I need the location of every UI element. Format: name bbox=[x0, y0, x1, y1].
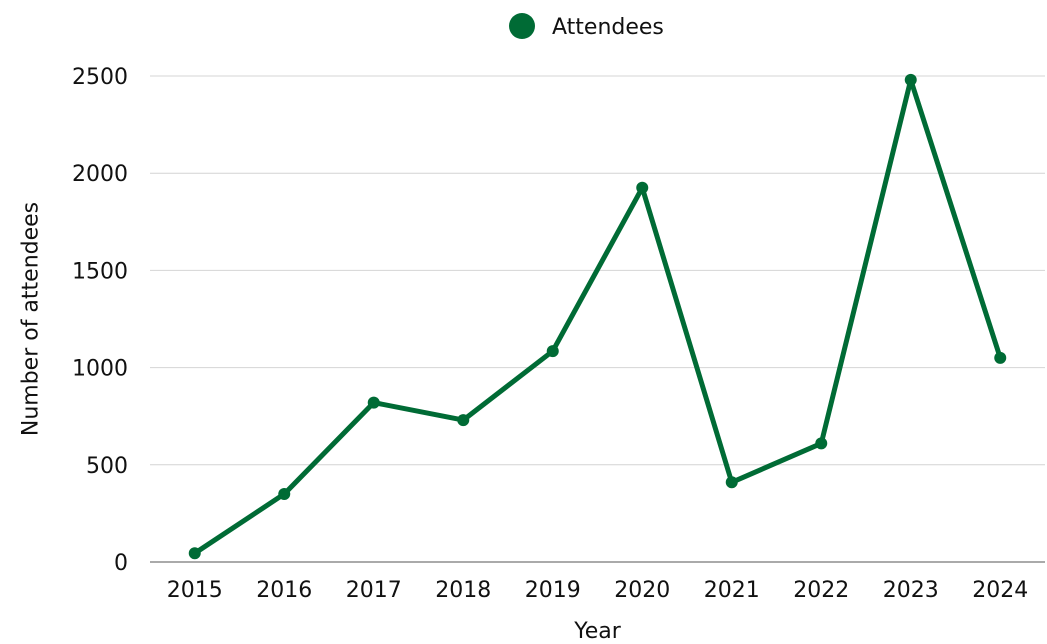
data-point-2015 bbox=[188, 547, 201, 560]
y-tick-label-1500: 1500 bbox=[72, 259, 128, 284]
y-tick-label-1000: 1000 bbox=[72, 357, 128, 382]
data-point-2022 bbox=[815, 437, 828, 450]
y-tick-label-0: 0 bbox=[114, 551, 128, 576]
y-tick-label-2500: 2500 bbox=[72, 65, 128, 90]
y-tick-label-2000: 2000 bbox=[72, 162, 128, 187]
series-line-0 bbox=[192, 77, 1003, 556]
x-tick-label-2018: 2018 bbox=[435, 578, 491, 603]
data-point-2018 bbox=[457, 414, 470, 427]
x-axis-ticks: 2015 2016 2017 2018 2019 2020 2021 2022 2023 2024 bbox=[167, 578, 1029, 603]
x-tick-label-2015: 2015 bbox=[167, 578, 223, 603]
data-point-2024 bbox=[994, 351, 1007, 364]
data-point-2017 bbox=[367, 396, 380, 409]
y-tick-label-500: 500 bbox=[86, 454, 128, 479]
x-tick-label-2020: 2020 bbox=[614, 578, 670, 603]
x-tick-label-2016: 2016 bbox=[256, 578, 312, 603]
x-tick-label-2023: 2023 bbox=[883, 578, 939, 603]
data-point-2019 bbox=[546, 345, 559, 358]
legend: Attendees bbox=[509, 13, 664, 40]
y-axis-ticks: 0 500 1000 1500 2000 2500 bbox=[72, 65, 128, 576]
series-attendees bbox=[188, 73, 1007, 560]
x-tick-label-2017: 2017 bbox=[346, 578, 402, 603]
data-point-2021 bbox=[725, 476, 738, 489]
data-point-2020 bbox=[636, 181, 649, 194]
legend-label-attendees: Attendees bbox=[552, 15, 664, 40]
x-tick-label-2019: 2019 bbox=[525, 578, 581, 603]
x-tick-label-2024: 2024 bbox=[972, 578, 1028, 603]
x-tick-label-2022: 2022 bbox=[793, 578, 849, 603]
data-point-2023 bbox=[904, 73, 917, 86]
data-point-2016 bbox=[278, 487, 291, 500]
y-axis-title: Number of attendees bbox=[19, 202, 44, 436]
x-tick-label-2021: 2021 bbox=[704, 578, 760, 603]
legend-marker-attendees bbox=[509, 13, 535, 39]
x-axis-title: Year bbox=[573, 619, 622, 644]
